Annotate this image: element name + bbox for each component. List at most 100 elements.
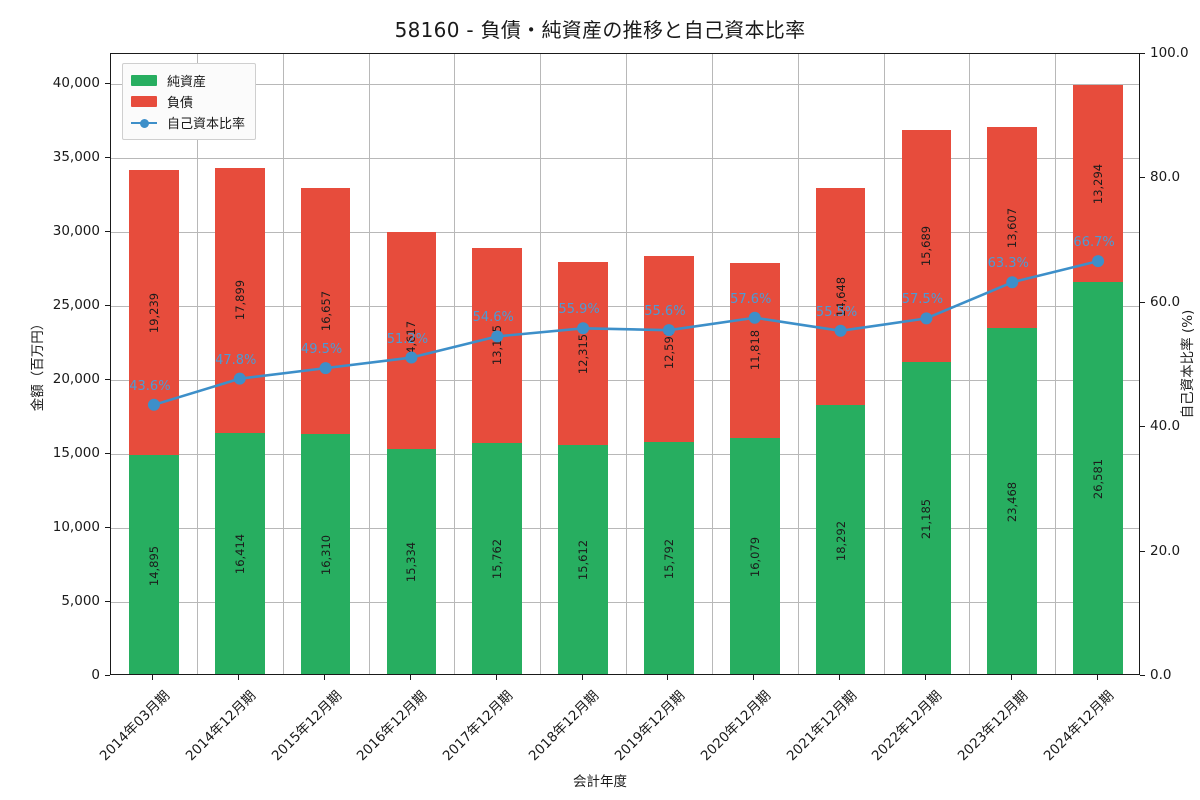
legend-swatch-debt	[131, 96, 157, 107]
legend-label-debt: 負債	[167, 96, 194, 111]
x-axis-tickmark	[924, 675, 926, 680]
bar-segment-equity[interactable]	[644, 442, 694, 674]
gridline-vertical	[282, 54, 284, 674]
bar-value-label-equity: 15,762	[490, 539, 505, 580]
y-axis-right-tick-label: 40.0	[1150, 418, 1181, 435]
bar-value-label-debt: 16,657	[318, 290, 333, 332]
plot-inner: 14,895 19,239 16,414 17,899 16,310 16,657 15,3…	[111, 54, 1139, 674]
y-axis-left-tickmark	[105, 304, 110, 306]
gridline-vertical	[540, 54, 542, 674]
y-axis-left-label: 金額（百万円）	[30, 316, 46, 412]
y-axis-right-label: 自己資本比率 (%)	[1180, 309, 1196, 419]
x-axis-tick-label: 2014年03月期	[96, 687, 174, 765]
bar-segment-equity[interactable]	[386, 448, 437, 674]
x-axis-tick-label: 2014年12月期	[182, 687, 259, 765]
gridline-vertical	[1055, 54, 1057, 674]
y-axis-left-tick-label: 35,000	[52, 148, 100, 165]
y-axis-left-tick-label: 10,000	[52, 518, 100, 535]
y-axis-right-tick-label: 0.0	[1150, 667, 1172, 683]
gridline-vertical	[196, 54, 198, 674]
gridline-vertical	[711, 54, 713, 674]
gridline-horizontal	[111, 157, 1139, 159]
bar-value-label-equity: 21,185	[919, 499, 934, 540]
x-axis-label: 会計年度	[573, 774, 627, 790]
bar-value-label-equity: 23,468	[1005, 482, 1020, 523]
bar-value-label-debt: 15,689	[919, 225, 934, 267]
y-axis-left-tick-label: 5,000	[61, 592, 100, 609]
ratio-value-label: 43.6%	[129, 378, 171, 394]
bar-segment-equity[interactable]	[815, 405, 866, 674]
x-axis-tickmark	[409, 675, 411, 680]
y-axis-right-tick-label: 60.0	[1150, 293, 1181, 310]
x-axis-tick-label: 2019年12月期	[611, 687, 689, 765]
y-axis-left-tickmark	[105, 452, 110, 454]
y-axis-left-tickmark	[105, 675, 110, 676]
bar-value-label-equity: 15,612	[576, 540, 591, 581]
x-axis-tickmark	[152, 675, 154, 680]
plot-area: 14,895 19,239 16,414 17,899 16,310 16,657 15,3…	[110, 53, 1140, 675]
gridline-horizontal	[111, 601, 1139, 603]
legend-swatch-equity	[131, 75, 157, 86]
bar-value-label-debt: 13,294	[1091, 163, 1106, 205]
gridline-vertical	[883, 54, 885, 674]
x-axis-tickmark	[324, 675, 326, 680]
bar-value-label-equity: 16,414	[232, 534, 247, 575]
x-axis-tickmark	[238, 675, 240, 680]
y-axis-right-tick-label: 80.0	[1150, 169, 1181, 186]
legend-item-ratio: 自己資本比率	[131, 112, 245, 133]
ratio-value-label: 63.3%	[987, 256, 1029, 272]
bar-segment-equity[interactable]	[214, 432, 265, 674]
ratio-value-label: 47.8%	[215, 352, 257, 368]
ratio-value-label: 55.9%	[558, 302, 600, 318]
bar-segment-equity[interactable]	[901, 362, 952, 674]
ratio-value-label: 57.5%	[901, 292, 944, 308]
gridline-vertical	[368, 54, 370, 674]
x-axis-tickmark	[839, 675, 841, 680]
x-axis-tick-label: 2024年12月期	[1040, 687, 1118, 765]
bar-segment-equity[interactable]	[472, 442, 523, 674]
y-axis-right-tickmark	[1140, 301, 1145, 303]
y-axis-right-tickmark	[1140, 550, 1145, 552]
y-axis-left-tick-label: 20,000	[52, 370, 100, 387]
gridline-horizontal	[111, 83, 1139, 85]
legend-line-marker-icon	[131, 117, 157, 128]
y-axis-left-tickmark	[105, 600, 110, 602]
gridline-vertical	[797, 54, 799, 674]
gridline-horizontal	[111, 453, 1139, 455]
gridline-vertical	[454, 54, 456, 674]
bar-value-label-debt: 13,135	[490, 325, 505, 366]
legend-label-equity: 純資産	[167, 75, 207, 90]
bar-value-label-equity: 26,581	[1091, 459, 1106, 500]
gridline-horizontal	[111, 527, 1139, 529]
y-axis-right-tickmark	[1140, 177, 1145, 179]
x-axis-tick-label: 2023年12月期	[954, 687, 1032, 765]
y-axis-right-tickmark	[1140, 426, 1145, 428]
bar-value-label-debt: 12,591	[661, 328, 676, 370]
bar-segment-debt[interactable]	[1073, 85, 1123, 283]
y-axis-left-tickmark	[105, 156, 110, 158]
gridline-vertical	[969, 54, 971, 674]
y-axis-left-tickmark	[105, 230, 110, 232]
legend-label-ratio: 自己資本比率	[167, 117, 246, 132]
bar-segment-equity[interactable]	[300, 434, 351, 674]
bar-value-label-equity: 16,310	[318, 535, 333, 576]
ratio-value-label: 54.6%	[472, 310, 514, 326]
y-axis-left-tick-label: 30,000	[52, 222, 100, 239]
gridline-horizontal	[111, 379, 1139, 381]
x-axis-tickmark	[667, 675, 669, 680]
bar-value-label-debt: 14,648	[833, 276, 848, 317]
ratio-value-label: 66.7%	[1073, 235, 1115, 251]
bar-segment-equity[interactable]	[729, 437, 780, 674]
legend-item-equity: 純資産	[131, 70, 245, 91]
bar-segment-equity[interactable]	[558, 444, 608, 674]
ratio-value-label: 55.5%	[815, 304, 858, 320]
ratio-value-label: 57.6%	[730, 291, 772, 307]
bar-segment-equity[interactable]	[129, 455, 179, 674]
ratio-value-label: 55.6%	[644, 304, 686, 320]
y-axis-left-tick-label: 15,000	[52, 444, 100, 461]
y-axis-right-tick-label: 20.0	[1150, 542, 1181, 559]
x-axis-tick-label: 2018年12月期	[525, 687, 603, 765]
x-axis-tick-label: 2020年12月期	[697, 687, 774, 765]
bar-value-label-debt: 13,607	[1005, 207, 1020, 248]
